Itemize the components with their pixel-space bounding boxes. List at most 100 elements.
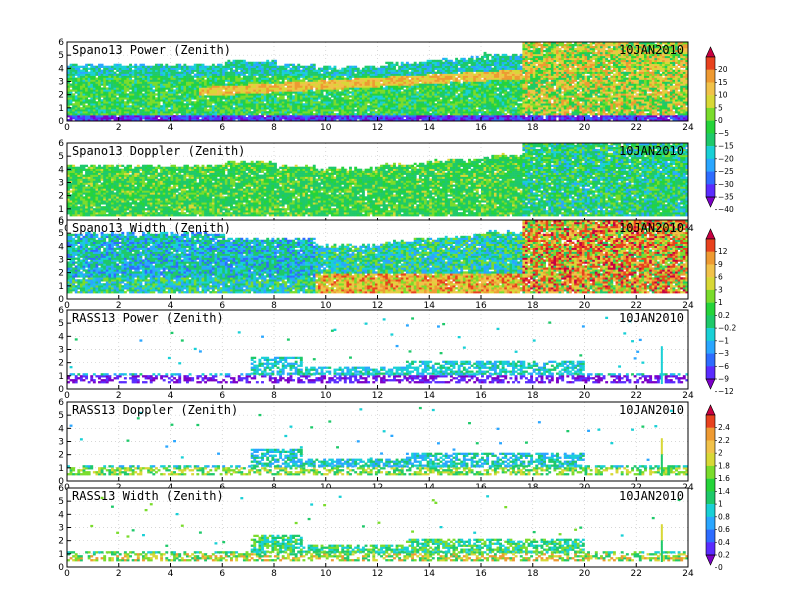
heatmap-cell xyxy=(489,83,492,85)
heatmap-cell xyxy=(152,107,155,109)
heatmap-cell xyxy=(152,80,155,82)
heatmap-cell xyxy=(217,109,220,111)
heatmap-cell xyxy=(437,95,440,97)
heatmap-cell xyxy=(424,68,427,70)
heatmap-cell xyxy=(248,62,251,64)
heatmap-cell xyxy=(463,60,466,62)
heatmap-cell xyxy=(70,103,73,105)
heatmap-cell xyxy=(251,91,254,93)
heatmap-cell xyxy=(292,99,295,101)
heatmap-cell xyxy=(507,105,510,107)
heatmap-cell xyxy=(484,95,487,97)
heatmap-cell xyxy=(450,70,453,72)
heatmap-cell xyxy=(282,85,285,87)
heatmap-cell xyxy=(284,105,287,107)
heatmap-cell xyxy=(209,113,212,115)
heatmap-cell xyxy=(230,80,233,82)
heatmap-cell xyxy=(258,72,261,74)
heatmap-cell xyxy=(168,74,171,76)
heatmap-cell xyxy=(336,113,339,115)
heatmap-cell xyxy=(357,111,360,113)
heatmap-cell xyxy=(178,95,181,97)
heatmap-cell xyxy=(388,99,391,101)
heatmap-cell xyxy=(243,66,246,68)
heatmap-cell xyxy=(315,105,318,107)
heatmap-cell xyxy=(453,105,456,107)
heatmap-cell xyxy=(168,68,171,70)
heatmap-cell xyxy=(202,99,205,101)
heatmap-cell xyxy=(447,95,450,97)
heatmap-cell xyxy=(473,93,476,95)
heatmap-cell xyxy=(302,80,305,82)
heatmap-cell xyxy=(465,105,468,107)
heatmap-cell xyxy=(499,80,502,82)
heatmap-cell xyxy=(101,89,104,91)
heatmap-cell xyxy=(331,93,334,95)
heatmap-cell xyxy=(383,93,386,95)
heatmap-cell xyxy=(388,93,391,95)
heatmap-cell xyxy=(93,85,96,87)
heatmap-cell xyxy=(258,107,261,109)
heatmap-cell xyxy=(240,107,243,109)
heatmap-cell xyxy=(212,115,215,117)
heatmap-cell xyxy=(383,74,386,76)
heatmap-cell xyxy=(302,68,305,70)
heatmap-cell xyxy=(269,78,272,80)
heatmap-cell xyxy=(178,109,181,111)
heatmap-cell xyxy=(186,66,189,68)
heatmap-cell xyxy=(155,68,158,70)
heatmap-cell xyxy=(103,91,106,93)
heatmap-cell xyxy=(372,80,375,82)
heatmap-cell xyxy=(471,95,474,97)
heatmap-cell xyxy=(465,93,468,95)
heatmap-cell xyxy=(225,74,228,76)
heatmap-cell xyxy=(158,95,161,97)
heatmap-cell xyxy=(305,68,308,70)
heatmap-cell xyxy=(204,72,207,74)
heatmap-cell xyxy=(127,89,130,91)
heatmap-cell xyxy=(458,80,461,82)
heatmap-cell xyxy=(471,66,474,68)
heatmap-cell xyxy=(380,95,383,97)
heatmap-cell xyxy=(406,89,409,91)
heatmap-cell xyxy=(512,87,515,89)
heatmap-cell xyxy=(416,68,419,70)
heatmap-cell xyxy=(290,72,293,74)
heatmap-cell xyxy=(83,101,86,103)
heatmap-cell xyxy=(409,109,412,111)
heatmap-cell xyxy=(127,105,130,107)
heatmap-cell xyxy=(414,72,417,74)
heatmap-cell xyxy=(189,99,192,101)
heatmap-cell xyxy=(119,66,122,68)
heatmap-cell xyxy=(186,103,189,105)
heatmap-cell xyxy=(489,74,492,76)
heatmap-cell xyxy=(220,72,223,74)
heatmap-cell xyxy=(207,70,210,72)
heatmap-cell xyxy=(403,83,406,85)
heatmap-cell xyxy=(147,95,150,97)
heatmap-cell xyxy=(512,103,515,105)
heatmap-cell xyxy=(85,78,88,80)
heatmap-cell xyxy=(465,70,468,72)
heatmap-cell xyxy=(139,105,142,107)
heatmap-cell xyxy=(235,103,238,105)
heatmap-cell xyxy=(489,99,492,101)
heatmap-cell xyxy=(230,111,233,113)
heatmap-cell xyxy=(269,95,272,97)
heatmap-cell xyxy=(214,97,217,99)
heatmap-cell xyxy=(378,70,381,72)
heatmap-cell xyxy=(152,93,155,95)
heatmap-cell xyxy=(432,60,435,62)
heatmap-cell xyxy=(266,107,269,109)
heatmap-cell xyxy=(517,66,520,68)
heatmap-cell xyxy=(515,103,518,105)
heatmap-cell xyxy=(217,82,220,84)
heatmap-cell xyxy=(339,74,342,76)
heatmap-cell xyxy=(158,72,161,74)
heatmap-cell xyxy=(378,68,381,70)
heatmap-cell xyxy=(359,83,362,85)
heatmap-cell xyxy=(380,80,383,82)
heatmap-cell xyxy=(416,113,419,115)
heatmap-cell xyxy=(432,70,435,72)
heatmap-cell xyxy=(401,76,404,78)
